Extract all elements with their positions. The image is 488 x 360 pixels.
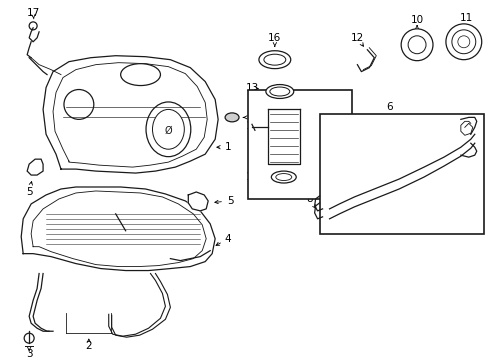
Text: 1: 1 — [224, 142, 231, 152]
Circle shape — [64, 90, 94, 120]
Polygon shape — [188, 192, 208, 211]
Text: 4: 4 — [224, 234, 231, 244]
Circle shape — [400, 29, 432, 61]
Ellipse shape — [152, 109, 184, 149]
Ellipse shape — [258, 51, 290, 69]
Circle shape — [451, 30, 475, 54]
Text: 7: 7 — [380, 214, 387, 224]
Ellipse shape — [271, 171, 296, 183]
Ellipse shape — [265, 85, 293, 99]
Text: 11: 11 — [459, 13, 472, 23]
Circle shape — [457, 36, 469, 48]
Text: 14: 14 — [245, 121, 258, 131]
Text: 15: 15 — [245, 172, 258, 182]
Text: 12: 12 — [350, 33, 363, 43]
Text: 6: 6 — [385, 103, 392, 112]
Circle shape — [445, 24, 481, 60]
Text: Ø: Ø — [164, 126, 172, 136]
Polygon shape — [21, 187, 215, 271]
Circle shape — [407, 36, 425, 54]
Polygon shape — [27, 159, 43, 175]
Text: 16: 16 — [267, 33, 281, 43]
Text: 2: 2 — [85, 341, 92, 351]
Text: 3: 3 — [26, 349, 32, 359]
Ellipse shape — [269, 87, 289, 96]
Text: 9: 9 — [248, 112, 255, 122]
Polygon shape — [43, 56, 218, 173]
Text: 10: 10 — [409, 15, 423, 25]
Text: 17: 17 — [26, 8, 40, 18]
Ellipse shape — [275, 174, 291, 180]
Text: 8: 8 — [305, 194, 312, 204]
Bar — [247, 90, 352, 199]
Text: 5: 5 — [226, 196, 233, 206]
Polygon shape — [53, 63, 207, 167]
Ellipse shape — [121, 64, 160, 86]
Text: 5: 5 — [26, 187, 32, 197]
Bar — [319, 114, 483, 234]
Ellipse shape — [146, 102, 190, 157]
Text: 13: 13 — [245, 82, 258, 93]
Ellipse shape — [264, 54, 285, 65]
Ellipse shape — [224, 113, 239, 122]
